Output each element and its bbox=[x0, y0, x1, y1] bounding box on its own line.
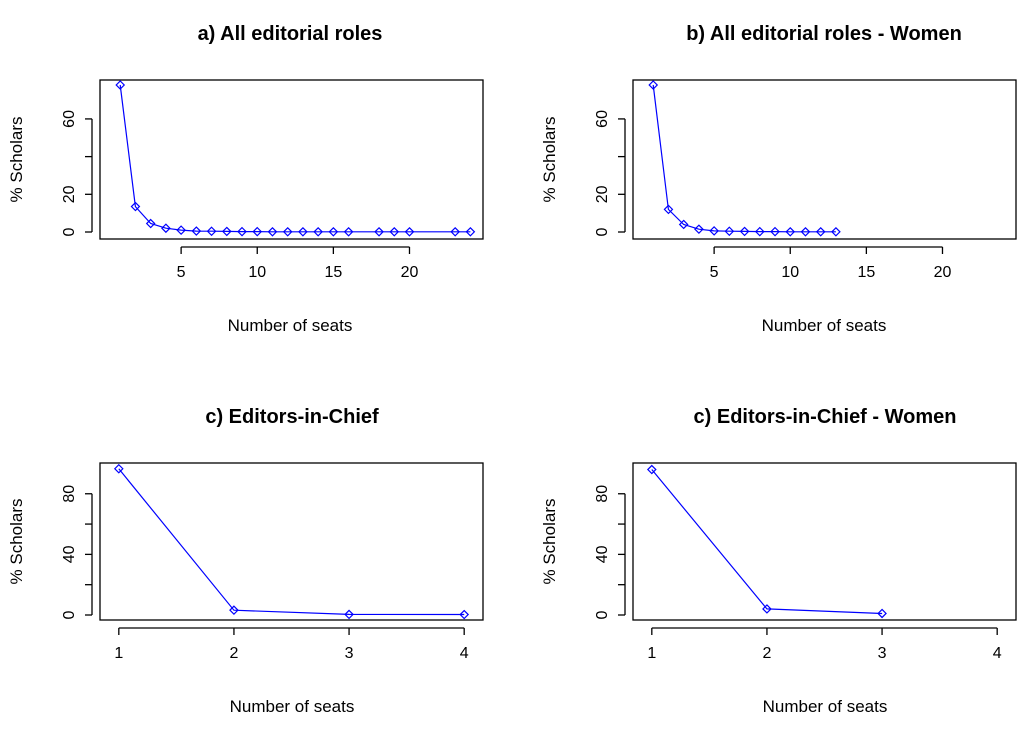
data-point bbox=[344, 609, 354, 620]
data-point bbox=[229, 605, 239, 615]
data-point bbox=[831, 226, 841, 237]
y-axis-label: % Scholars bbox=[7, 499, 26, 585]
data-point bbox=[646, 464, 657, 475]
series-line bbox=[651, 469, 883, 615]
data-point bbox=[754, 226, 765, 237]
data-point bbox=[459, 609, 470, 620]
y-tick-label: 20 bbox=[594, 185, 611, 203]
data-point bbox=[145, 218, 156, 229]
x-tick-label: 4 bbox=[993, 645, 1002, 662]
x-tick-label: 2 bbox=[762, 645, 771, 662]
data-point bbox=[663, 204, 674, 215]
data-point bbox=[221, 226, 232, 237]
y-tick-label: 80 bbox=[61, 485, 78, 503]
data-point bbox=[130, 201, 141, 212]
y-axis-label: % Scholars bbox=[540, 117, 559, 203]
plot-frame bbox=[99, 79, 484, 240]
data-point bbox=[739, 226, 750, 237]
data-point bbox=[267, 226, 278, 237]
x-tick-label: 20 bbox=[401, 264, 419, 281]
y-axis-label: % Scholars bbox=[7, 117, 26, 203]
x-tick-label: 1 bbox=[647, 645, 656, 662]
chart-panel-1: a) All editorial roles 5 10 15 20 0 20 60 Number… bbox=[7, 23, 484, 335]
chart-title: b) All editorial roles - Women bbox=[686, 23, 962, 45]
data-point bbox=[115, 80, 126, 90]
y-axis-label: % Scholars bbox=[540, 499, 559, 585]
y-tick-label: 0 bbox=[594, 227, 611, 236]
data-point bbox=[762, 604, 772, 614]
data-point bbox=[252, 226, 263, 237]
x-tick-label: 15 bbox=[324, 264, 342, 281]
data-point bbox=[191, 226, 202, 236]
data-point bbox=[694, 224, 704, 235]
x-tick-label: 15 bbox=[857, 264, 875, 281]
y-tick-label: 20 bbox=[61, 185, 78, 203]
x-tick-label: 4 bbox=[460, 645, 469, 662]
chart-panel-2: b) All editorial roles - Women 5 10 15 20 0 20… bbox=[540, 23, 1017, 335]
data-point bbox=[815, 226, 826, 237]
data-point bbox=[678, 219, 689, 230]
data-point bbox=[282, 226, 293, 237]
x-tick-label: 20 bbox=[934, 264, 952, 281]
y-tick-label: 40 bbox=[61, 545, 78, 563]
y-tick-label: 0 bbox=[594, 610, 611, 619]
data-point bbox=[374, 226, 384, 237]
data-point bbox=[313, 226, 323, 237]
x-tick-label: 10 bbox=[781, 264, 799, 281]
x-tick-label: 2 bbox=[229, 645, 238, 662]
data-point bbox=[465, 226, 476, 237]
data-point bbox=[785, 226, 796, 237]
x-tick-label: 5 bbox=[177, 264, 186, 281]
x-axis-label: Number of seats bbox=[762, 316, 887, 335]
data-point bbox=[800, 226, 811, 237]
data-point bbox=[450, 226, 461, 237]
data-point bbox=[206, 226, 217, 237]
data-point bbox=[877, 608, 887, 619]
series-line bbox=[652, 84, 836, 233]
data-point bbox=[237, 226, 247, 237]
data-point bbox=[709, 226, 719, 236]
x-tick-label: 5 bbox=[710, 264, 719, 281]
plot-frame bbox=[99, 462, 484, 621]
data-point bbox=[176, 225, 186, 235]
data-point bbox=[113, 463, 124, 474]
y-tick-label: 60 bbox=[594, 110, 611, 128]
series-line bbox=[118, 468, 465, 616]
y-tick-label: 0 bbox=[61, 227, 78, 236]
data-point bbox=[648, 80, 659, 90]
data-point bbox=[770, 226, 780, 237]
x-tick-label: 3 bbox=[345, 645, 354, 662]
y-tick-label: 40 bbox=[594, 545, 611, 563]
chart-title: c) Editors-in-Chief - Women bbox=[694, 406, 957, 428]
y-tick-label: 80 bbox=[594, 485, 611, 503]
x-tick-label: 1 bbox=[114, 645, 123, 662]
x-tick-label: 3 bbox=[878, 645, 887, 662]
x-axis-label: Number of seats bbox=[230, 697, 355, 716]
chart-title: c) Editors-in-Chief bbox=[205, 406, 379, 428]
y-tick-label: 0 bbox=[61, 610, 78, 619]
data-point bbox=[724, 226, 735, 237]
x-axis-label: Number of seats bbox=[763, 697, 888, 716]
data-point bbox=[389, 226, 400, 237]
series-line bbox=[119, 84, 471, 233]
data-point bbox=[328, 226, 339, 237]
x-axis-label: Number of seats bbox=[228, 316, 353, 335]
data-point bbox=[298, 226, 308, 237]
data-point bbox=[404, 226, 415, 237]
plot-frame bbox=[632, 462, 1017, 621]
plot-frame bbox=[632, 79, 1017, 240]
x-tick-label: 10 bbox=[248, 264, 266, 281]
data-point bbox=[161, 223, 171, 234]
chart-title: a) All editorial roles bbox=[198, 23, 383, 45]
data-point bbox=[343, 226, 354, 237]
y-tick-label: 60 bbox=[61, 110, 78, 128]
